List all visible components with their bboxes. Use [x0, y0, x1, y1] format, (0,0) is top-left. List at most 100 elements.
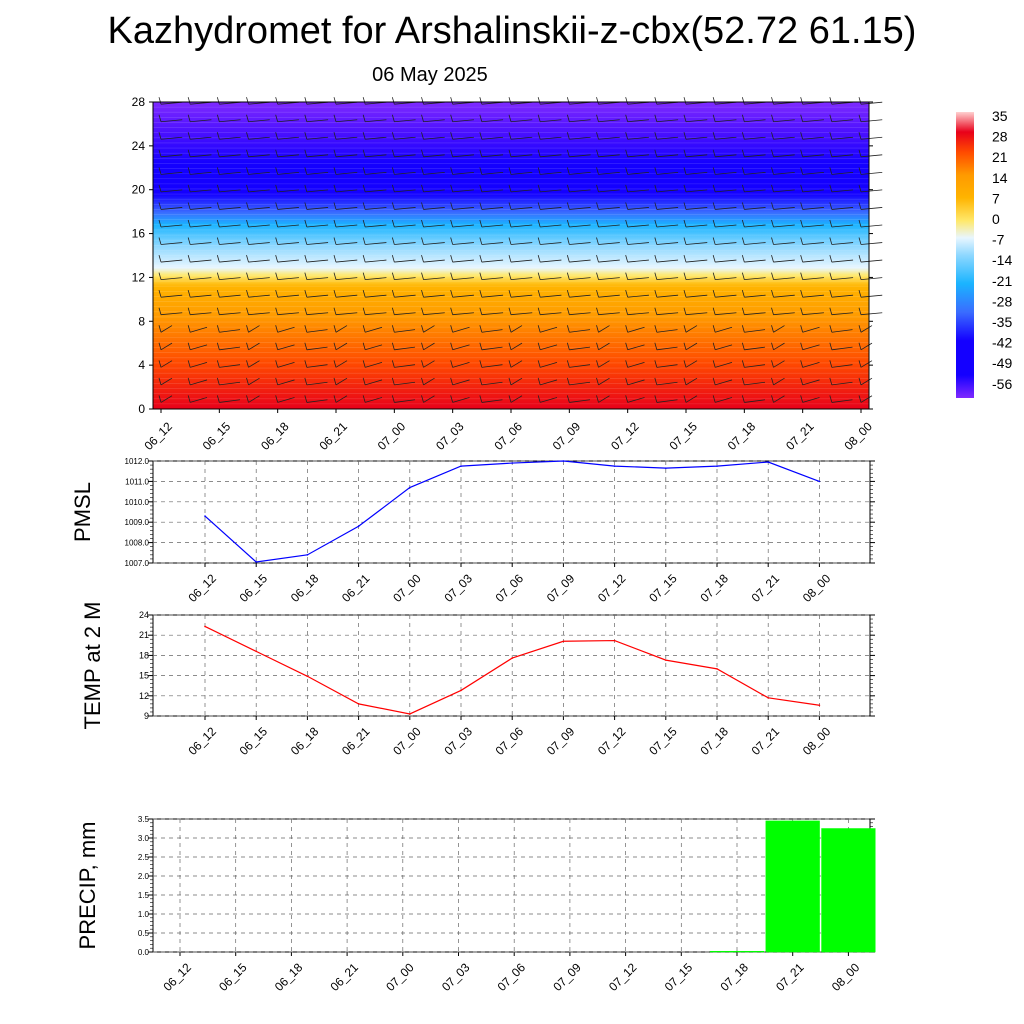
- wind-barb: [744, 329, 766, 333]
- wind-barb-flag: [537, 202, 541, 210]
- x-tick-label: 07_21: [773, 960, 807, 994]
- wind-barb: [773, 224, 795, 228]
- x-tick-label: 07_09: [544, 724, 578, 758]
- wind-barb: [627, 224, 649, 228]
- wind-barb-flag: [596, 114, 599, 122]
- data-point: [716, 668, 718, 670]
- wind-barb: [569, 399, 591, 403]
- wind-barb-flag: [187, 237, 191, 245]
- wind-barb-flag: [333, 272, 337, 280]
- wind-barb: [656, 294, 679, 298]
- data-point: [511, 657, 513, 659]
- wind-barb: [481, 101, 504, 105]
- wind-barb: [802, 277, 824, 281]
- wind-barb-flag: [216, 114, 220, 122]
- x-tick-label: 07_15: [646, 571, 680, 605]
- wind-barb: [627, 312, 649, 316]
- wind-barb-flag: [187, 149, 191, 157]
- wind-barb-flag: [304, 290, 308, 298]
- wind-barb: [831, 119, 854, 123]
- colorbar-label: 14: [992, 170, 1008, 186]
- wind-barb-flag: [421, 360, 424, 368]
- wind-barb: [510, 277, 533, 281]
- wind-barb-flag: [246, 97, 249, 105]
- wind-barb-flag: [508, 395, 512, 403]
- wind-barb: [452, 101, 474, 105]
- wind-barb: [860, 294, 883, 298]
- wind-barb-flag: [829, 202, 833, 210]
- wind-barb-flag: [596, 184, 599, 193]
- wind-barb: [160, 154, 183, 158]
- wind-barb-flag: [771, 167, 774, 175]
- wind-barb: [685, 294, 708, 298]
- wind-barb-flag: [362, 254, 366, 263]
- wind-barb-flag: [858, 114, 862, 122]
- wind-barb: [540, 101, 562, 105]
- wind-barb: [423, 207, 445, 210]
- wind-barb-flag: [187, 395, 191, 403]
- wind-barb: [802, 101, 824, 105]
- wind-barb-flag: [275, 360, 279, 368]
- wind-barb-flag: [304, 307, 308, 315]
- y-tick-label: 0: [138, 402, 145, 416]
- wind-barb: [860, 224, 883, 228]
- wind-barb-flag: [421, 307, 424, 315]
- wind-barb: [715, 277, 737, 281]
- wind-barb-flag: [596, 325, 599, 333]
- wind-barb-flag: [333, 377, 337, 385]
- wind-barb-flag: [216, 167, 220, 175]
- wind-barb-flag: [625, 149, 629, 157]
- wind-barb-flag: [304, 202, 308, 210]
- wind-barb: [510, 259, 533, 263]
- y-tick-label: 28: [132, 95, 146, 109]
- wind-barb: [685, 312, 708, 316]
- x-tick-label: 07_18: [697, 724, 731, 758]
- wind-barb-flag: [304, 377, 308, 385]
- wind-barb-flag: [333, 325, 337, 333]
- wind-barb: [744, 294, 766, 298]
- wind-barb: [744, 242, 766, 245]
- wind-barb: [248, 242, 270, 245]
- wind-barb: [277, 312, 299, 316]
- wind-barb: [773, 377, 785, 386]
- wind-barb: [685, 119, 708, 123]
- wind-barb-flag: [304, 132, 308, 140]
- wind-barb-flag: [683, 325, 687, 333]
- wind-barb-flag: [187, 219, 191, 228]
- wind-barb-flag: [275, 202, 279, 210]
- wind-barb: [481, 242, 504, 245]
- wind-barb: [335, 277, 358, 281]
- wind-barb: [860, 312, 883, 316]
- wind-barb: [627, 362, 645, 368]
- wind-barb: [394, 136, 416, 140]
- wind-barb: [394, 171, 416, 175]
- wind-barb-flag: [829, 184, 833, 193]
- wind-barb: [394, 364, 416, 368]
- wind-barb: [219, 207, 241, 210]
- wind-barb-flag: [421, 237, 424, 245]
- wind-barb-flag: [625, 254, 629, 263]
- y-tick-label: 20: [132, 183, 146, 197]
- wind-barb: [248, 312, 270, 316]
- wind-barb-flag: [158, 395, 162, 403]
- wind-barb: [510, 171, 533, 175]
- wind-barb: [248, 189, 270, 193]
- wind-barb-flag: [712, 219, 716, 228]
- wind-barb-flag: [829, 254, 833, 263]
- wind-barb: [860, 360, 873, 368]
- wind-barb: [860, 136, 883, 140]
- wind-barb: [715, 189, 737, 193]
- wind-barb: [598, 259, 620, 263]
- wind-barb: [685, 360, 698, 368]
- wind-barb: [598, 277, 620, 281]
- wind-barb-flag: [333, 237, 337, 245]
- wind-barb-flag: [829, 219, 833, 228]
- wind-barb-flag: [304, 114, 308, 122]
- wind-barb-flag: [829, 342, 833, 350]
- x-tick-label: 06_18: [288, 571, 322, 605]
- wind-barb: [569, 259, 591, 263]
- wind-barb: [685, 325, 698, 333]
- y-axis-label: PRECIP, mm: [75, 822, 100, 950]
- wind-barb: [219, 119, 241, 123]
- wind-barb: [569, 346, 591, 351]
